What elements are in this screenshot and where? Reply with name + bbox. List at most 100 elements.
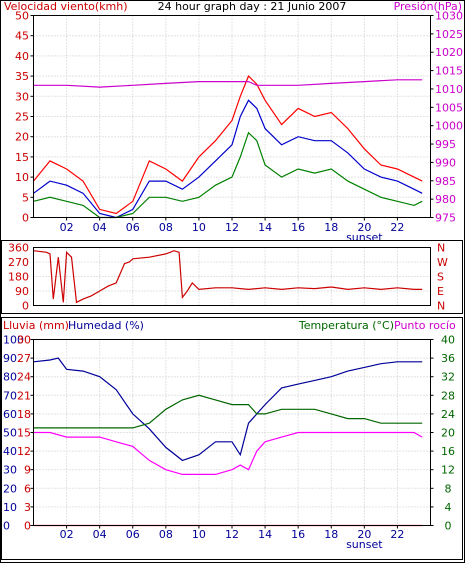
humidity-tick-label: 20 [3,482,17,495]
y-tick-label: 40 [15,50,29,63]
direction-grid [33,247,431,306]
sunset-note-bottom: sunset [346,538,383,551]
series-line-direction [33,250,423,304]
x-tick-label: 06 [126,528,140,541]
temperature-tick-label: 20 [441,427,455,440]
pressure-tick-label: 1015 [435,65,463,78]
pressure-tick-label: 995 [435,138,456,151]
x-tick-label: 02 [60,221,74,234]
x-tick-label: 08 [159,528,173,541]
temperature-tick-label: 12 [441,464,455,477]
y-tick-label: 15 [15,151,29,164]
series-line-pressure [33,79,423,88]
direction-panel-border [1,240,463,314]
pressure-tick-label: 985 [435,175,456,188]
direction-tick-label: 180 [8,271,29,284]
x-tick-label: 02 [60,528,74,541]
compass-label: N [437,242,445,255]
pressure-label: Presión(hPa) [394,0,462,13]
rain-tick-label: 24 [17,371,31,384]
x-tick-label: 10 [192,221,206,234]
compass-label: E [437,285,444,298]
x-tick-label: 04 [93,221,107,234]
x-tick-label: 12 [225,221,239,234]
pressure-tick-label: 990 [435,156,456,169]
y-tick-label: 5 [22,191,29,204]
pressure-y-axis: 975 980 985 990 995 1000 1005 1010 1015 1020 1025 1… [430,10,463,225]
x-tick-label: 16 [291,221,305,234]
humidity-label: Humedad (%) [68,319,144,332]
humidity-tick-label: 80 [3,371,17,384]
temperature-tick-label: 40 [441,334,455,347]
rain-tick-label: 0 [24,520,31,533]
temperature-label: Temperatura (°C) [298,319,394,332]
rain-label: Lluvia (mm) [3,319,69,332]
direction-tick-label: 270 [8,256,29,269]
pressure-tick-label: 1030 [435,10,463,23]
temperature-tick-label: 28 [441,389,455,402]
y-tick-label: 20 [15,131,29,144]
pressure-tick-label: 1020 [435,46,463,59]
x-tick-label: 16 [291,528,305,541]
rain-tick-label: 21 [17,389,31,402]
direction-plot-frame [33,247,431,306]
x-tick-label: 06 [126,221,140,234]
dew-point-label: Punto rocío [394,319,456,332]
direction-tick-label: 360 [8,242,29,255]
wind-grid [33,15,431,218]
rain-tick-label: 27 [17,352,31,365]
x-tick-label: 04 [93,528,107,541]
rain-tick-label: 30 [17,334,31,347]
humidity-panel-border [1,317,463,560]
compass-label: S [437,271,444,284]
humidity-tick-label: 100 [3,334,24,347]
wind-speed-label: Velocidad viento(kmh) [4,0,128,13]
direction-tick-label: 0 [22,300,29,313]
temperature-tick-label: 16 [441,445,455,458]
humidity-tick-label: 40 [3,445,17,458]
humidity-tick-label: 60 [3,408,17,421]
series-line-humidity [33,357,423,462]
y-tick-label: 45 [15,30,29,43]
wind-x-axis: 02 04 06 08 10 12 14 16 18 20 22 [60,217,404,234]
humidity-x-axis: 02 04 06 08 10 12 14 16 18 20 22 [60,525,404,541]
compass-label: W [437,256,448,269]
pressure-tick-label: 980 [435,193,456,206]
wind-y-axis: 0 5 10 15 20 25 30 35 40 45 50 [15,10,34,225]
temperature-tick-label: 36 [441,352,455,365]
direction-series [33,250,423,304]
pressure-tick-label: 975 [435,212,456,225]
x-tick-label: 18 [324,221,338,234]
rain-tick-label: 3 [24,501,31,514]
rain-tick-label: 9 [24,464,31,477]
x-tick-label: 10 [192,528,206,541]
x-tick-label: 22 [390,221,404,234]
humidity-tick-label: 70 [3,389,17,402]
x-tick-label: 18 [324,528,338,541]
sunset-note: sunset [346,231,383,244]
temperature-tick-label: 8 [445,482,452,495]
y-tick-label: 30 [15,90,29,103]
rain-tick-label: 6 [24,482,31,495]
series-line-dew-point [33,431,423,475]
humidity-tick-label: 10 [3,501,17,514]
x-tick-label: 12 [225,528,239,541]
temperature-tick-label: 0 [445,520,452,533]
y-tick-label: 0 [22,212,29,225]
humidity-tick-label: 0 [3,520,10,533]
pressure-tick-label: 1000 [435,120,463,133]
x-tick-label: 08 [159,221,173,234]
pressure-tick-label: 1010 [435,83,463,96]
series-line-gusts [33,75,423,215]
rain-tick-label: 12 [17,445,31,458]
x-tick-label: 20 [357,221,371,234]
chart-title: 24 hour graph day : 21 Junio 2007 [158,0,347,13]
pressure-tick-label: 1005 [435,101,463,114]
humidity-tick-label: 30 [3,464,17,477]
series-line-average [33,99,423,219]
